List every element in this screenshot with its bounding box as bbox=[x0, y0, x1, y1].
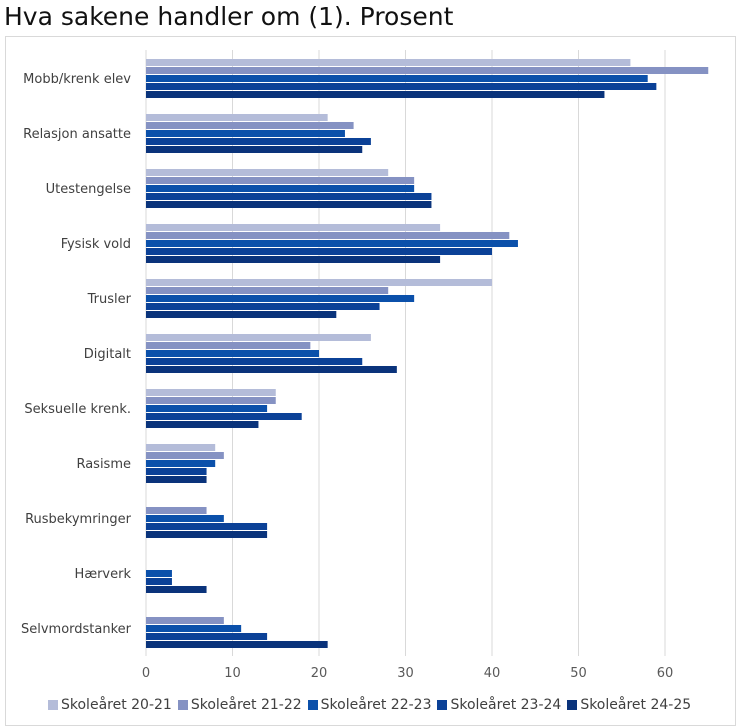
chart-title: Hva sakene handler om (1). Prosent bbox=[4, 2, 454, 31]
bar bbox=[146, 413, 302, 420]
bar bbox=[146, 366, 397, 373]
bar bbox=[146, 122, 354, 129]
bar bbox=[146, 468, 207, 475]
bar bbox=[146, 248, 492, 255]
legend-swatch bbox=[48, 700, 58, 710]
category-label: Rusbekymringer bbox=[25, 512, 132, 527]
bar bbox=[146, 578, 172, 585]
legend-label: Skoleåret 23-24 bbox=[450, 697, 562, 713]
x-tick-label: 60 bbox=[657, 666, 674, 681]
legend-item: Skoleåret 23-24 bbox=[437, 697, 561, 713]
legend-item: Skoleåret 21-22 bbox=[177, 697, 302, 713]
bar bbox=[146, 452, 224, 459]
bar bbox=[146, 279, 492, 286]
legend-item: Skoleåret 24-25 bbox=[567, 697, 691, 713]
category-label: Utestengelse bbox=[46, 182, 131, 197]
bar bbox=[146, 523, 268, 530]
bar bbox=[146, 287, 389, 294]
category-label: Seksuelle krenk. bbox=[24, 402, 131, 417]
bar bbox=[146, 389, 276, 396]
bar bbox=[146, 240, 518, 247]
category-label: Rasisme bbox=[76, 457, 131, 472]
bar bbox=[146, 146, 363, 153]
legend-label: Skoleåret 20-21 bbox=[61, 697, 172, 713]
legend-item: Skoleåret 22-23 bbox=[307, 697, 432, 713]
bar bbox=[146, 232, 510, 239]
bar bbox=[146, 256, 441, 263]
bar bbox=[146, 358, 363, 365]
bar bbox=[146, 114, 328, 121]
bar bbox=[146, 201, 432, 208]
legend-swatch bbox=[307, 700, 318, 710]
x-tick-label: 40 bbox=[484, 666, 501, 681]
bar bbox=[146, 311, 337, 318]
bar bbox=[146, 421, 259, 428]
bar bbox=[146, 633, 268, 640]
legend-swatch bbox=[177, 700, 188, 710]
bar bbox=[146, 91, 605, 98]
x-tick-label: 10 bbox=[224, 666, 241, 681]
bar bbox=[146, 169, 389, 176]
bar bbox=[146, 130, 345, 137]
bar bbox=[146, 586, 207, 593]
bar bbox=[146, 476, 207, 483]
legend-label: Skoleåret 21-22 bbox=[190, 697, 302, 713]
bar bbox=[146, 138, 371, 145]
bar bbox=[146, 193, 432, 200]
bar bbox=[146, 444, 216, 451]
bar bbox=[146, 507, 207, 514]
x-tick-label: 30 bbox=[397, 666, 414, 681]
category-label: Mobb/krenk elev bbox=[23, 72, 131, 87]
bar bbox=[146, 460, 216, 467]
x-tick-label: 0 bbox=[142, 666, 150, 681]
legend-item: Skoleåret 20-21 bbox=[48, 697, 172, 713]
category-label: Fysisk vold bbox=[61, 237, 131, 252]
legend-label: Skoleåret 22-23 bbox=[320, 697, 432, 713]
bar bbox=[146, 334, 371, 341]
x-tick-label: 50 bbox=[570, 666, 587, 681]
bar bbox=[146, 641, 328, 648]
bar bbox=[146, 617, 224, 624]
bar bbox=[146, 405, 268, 412]
bar bbox=[146, 224, 441, 231]
legend-label: Skoleåret 24-25 bbox=[580, 697, 692, 713]
bar bbox=[146, 531, 268, 538]
bar bbox=[146, 75, 648, 82]
bar bbox=[146, 342, 311, 349]
category-label: Digitalt bbox=[84, 347, 131, 362]
bar bbox=[146, 185, 415, 192]
bar bbox=[146, 397, 276, 404]
category-label: Hærverk bbox=[75, 567, 132, 582]
legend-swatch bbox=[437, 700, 448, 710]
x-tick-label: 20 bbox=[311, 666, 328, 681]
bar bbox=[146, 83, 657, 90]
bar bbox=[146, 177, 415, 184]
bar bbox=[146, 570, 172, 577]
bar bbox=[146, 625, 242, 632]
bar bbox=[146, 515, 224, 522]
chart-frame bbox=[5, 36, 736, 726]
legend: Skoleåret 20-21 Skoleåret 21-22 Skoleåret … bbox=[48, 697, 691, 713]
bar bbox=[146, 350, 319, 357]
bar bbox=[146, 67, 709, 74]
bar bbox=[146, 295, 415, 302]
bar bbox=[146, 303, 380, 310]
bar bbox=[146, 59, 631, 66]
category-label: Selvmordstanker bbox=[21, 622, 132, 637]
category-label: Relasjon ansatte bbox=[23, 127, 131, 142]
category-label: Trusler bbox=[87, 292, 132, 307]
legend-swatch bbox=[567, 700, 578, 710]
